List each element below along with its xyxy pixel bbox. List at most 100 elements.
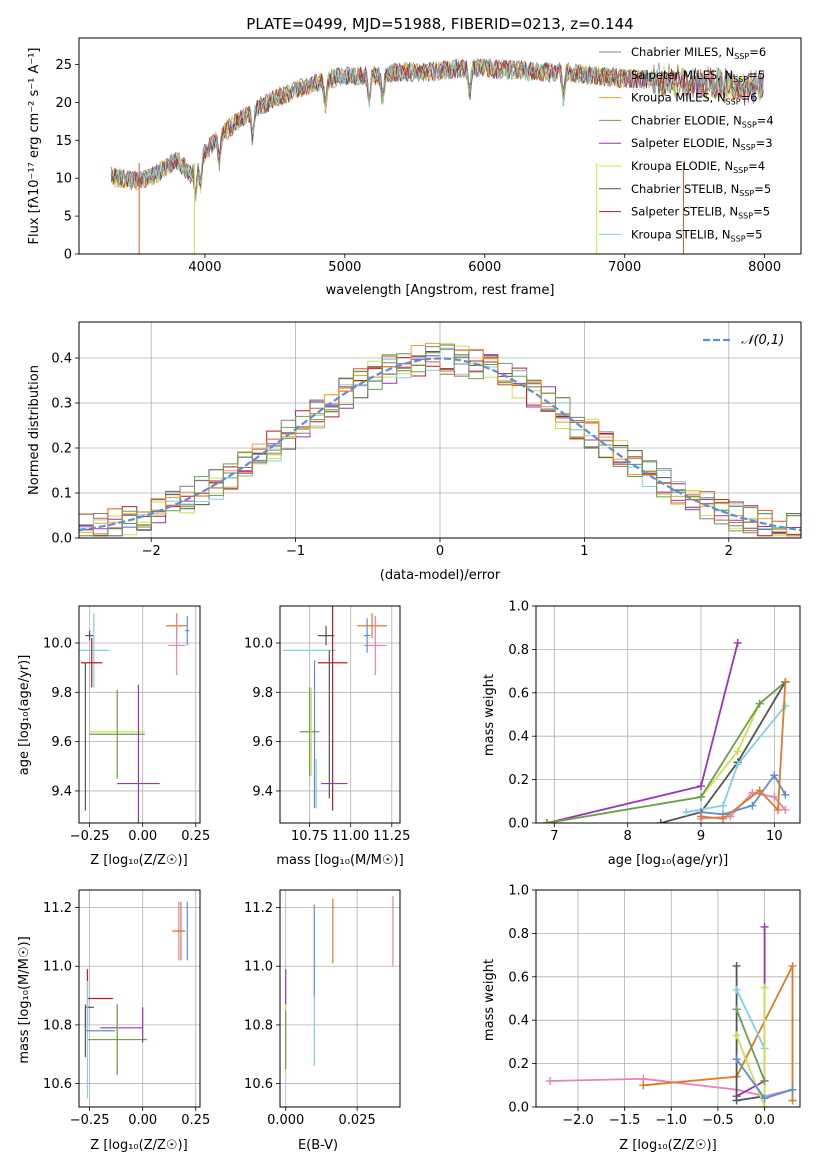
marks xyxy=(283,606,387,811)
weight-point xyxy=(755,786,764,795)
y-tick-label: 0 xyxy=(64,248,72,263)
marks xyxy=(79,342,801,537)
weight-point xyxy=(697,812,705,821)
weight-point xyxy=(755,699,764,708)
y-tick-label: 10.6 xyxy=(43,1077,72,1092)
weight-z-panel: −2.0 −1.5 −1.0 −0.5 0.0 0.0 0.2 0.4 0.6 0.8 1.0 xyxy=(508,884,801,1128)
weight-age-x-label: age [log₁₀(age/yr)] xyxy=(608,853,729,868)
y-tick-label: 0.6 xyxy=(508,686,529,701)
weight-point xyxy=(719,814,727,823)
x-tick-label: 0.0 xyxy=(754,1113,775,1128)
legend-label-name: Salpeter ELODIE, N xyxy=(631,136,741,150)
legend-label-name: Kroupa STELIB, N xyxy=(631,227,731,241)
age-z-x-label: Z [log₁₀(Z/Z☉)] xyxy=(90,853,187,868)
weight-point xyxy=(732,1096,741,1105)
y-tick-label: 0.2 xyxy=(508,773,529,788)
legend-label: Chabrier STELIB, NSSP=5 xyxy=(631,182,771,198)
plot-layer xyxy=(79,606,200,823)
weight-line-1 xyxy=(546,642,739,823)
legend-label: Chabrier MILES, NSSP=6 xyxy=(631,45,766,61)
x-tick-label: 6000 xyxy=(468,260,501,275)
y-tick-label: 20 xyxy=(55,96,72,111)
weight-point xyxy=(545,1076,554,1085)
weight-line-6 xyxy=(735,987,766,1107)
x-tick-label: 2 xyxy=(725,544,733,559)
weight-point xyxy=(733,760,742,769)
weight-point xyxy=(760,983,769,992)
x-tick-label: 8000 xyxy=(748,260,781,275)
weight-point xyxy=(788,961,797,970)
legend-label-suffix: =3 xyxy=(756,136,773,150)
marks xyxy=(84,901,188,1099)
x-tick-label: 10.75 xyxy=(291,829,328,844)
x-tick-label: −0.5 xyxy=(702,1113,734,1128)
legend-label-suffix: =5 xyxy=(746,227,763,241)
spectrum-x-label: wavelength [Angstrom, rest frame] xyxy=(326,283,555,298)
y-tick-label: 25 xyxy=(55,58,72,73)
y-tick-label: 0.2 xyxy=(51,442,72,457)
legend-label-name: Salpeter MILES, N xyxy=(631,68,733,82)
weight-point xyxy=(656,819,665,823)
y-tick-label: 9.6 xyxy=(252,735,273,750)
weight-point xyxy=(697,792,705,801)
legend-label-suffix: =4 xyxy=(748,159,765,173)
x-tick-label: −1.0 xyxy=(655,1113,687,1128)
weight-point xyxy=(732,985,741,994)
legend-label: Kroupa MILES, NSSP=6 xyxy=(631,91,757,107)
x-tick-label: 5000 xyxy=(328,260,361,275)
plot-layer xyxy=(280,890,400,1107)
x-tick-label: 8 xyxy=(624,829,632,844)
weight-point xyxy=(733,638,742,647)
weight-point xyxy=(760,1103,769,1107)
weight-point xyxy=(760,1094,769,1103)
y-tick-label: 9.8 xyxy=(51,686,72,701)
x-tick-label: 0.25 xyxy=(181,1113,210,1128)
legend-label-suffix: =5 xyxy=(748,68,765,82)
x-tick-label: 0.25 xyxy=(181,829,210,844)
legend-label: Chabrier ELODIE, NSSP=4 xyxy=(631,113,774,129)
weight-point xyxy=(788,1085,797,1094)
legend-label-name: Kroupa MILES, N xyxy=(631,91,726,105)
marks xyxy=(79,613,190,823)
legend-label-suffix: =5 xyxy=(754,182,771,196)
axes-frame xyxy=(279,889,401,1108)
legend-label: Kroupa ELODIE, NSSP=4 xyxy=(631,159,765,175)
x-tick-label: 0 xyxy=(436,544,444,559)
marks xyxy=(545,922,797,1107)
legend-label-sub: SSP xyxy=(734,52,749,61)
legend-label-name: Chabrier MILES, N xyxy=(631,45,734,59)
x-tick-label: 0.00 xyxy=(128,829,157,844)
legend-label-sub: SSP xyxy=(733,166,748,175)
residual-panel: −2 −1 0 1 2 0.0 0.1 0.2 0.3 0.4 𝒩(0,1) xyxy=(51,321,802,559)
legend-label-name: Chabrier ELODIE, N xyxy=(631,113,742,127)
weight-point xyxy=(781,805,790,814)
x-tick-label: 7000 xyxy=(608,260,641,275)
weight-line-3 xyxy=(546,681,786,823)
spectrum-y-label: Flux [fλ10⁻¹⁷ erg cm⁻² s⁻¹ A⁻¹] xyxy=(27,48,42,245)
y-tick-label: 1.0 xyxy=(508,884,529,899)
y-tick-label: 1.0 xyxy=(508,600,529,615)
residual-y-label: Normed distribution xyxy=(27,365,42,495)
mass-ebv-x-label: E(B-V) xyxy=(298,1138,338,1153)
normal-curve xyxy=(79,357,801,532)
spectrum-line-9 xyxy=(110,58,764,201)
weight-line-2 xyxy=(546,681,786,823)
y-tick-label: 5 xyxy=(64,210,72,225)
weight-point xyxy=(760,922,769,931)
legend-label: Kroupa STELIB, NSSP=5 xyxy=(631,227,762,243)
x-tick-label: 0.00 xyxy=(128,1113,157,1128)
mass-ebv-panel: 0.000 0.025 10.6 10.8 11.0 11.2 xyxy=(244,889,401,1128)
legend-label: Salpeter STELIB, NSSP=5 xyxy=(631,205,770,221)
mass-z-panel: −0.25 0.00 0.25 10.6 10.8 11.0 11.2 xyxy=(43,889,210,1128)
legend-label-sub: SSP xyxy=(742,120,757,129)
y-tick-label: 9.4 xyxy=(51,784,72,799)
mass-z-x-label: Z [log₁₀(Z/Z☉)] xyxy=(90,1138,187,1153)
legend-label-suffix: =4 xyxy=(757,113,774,127)
x-tick-label: −2.0 xyxy=(562,1113,594,1128)
axes-frame xyxy=(535,605,801,824)
weight-point xyxy=(788,1096,797,1105)
x-tick-label: 11.25 xyxy=(373,829,410,844)
age-z-y-label: age [log₁₀(age/yr)] xyxy=(17,655,32,776)
legend-label-sub: SSP xyxy=(733,75,748,84)
y-tick-label: 9.4 xyxy=(252,784,273,799)
